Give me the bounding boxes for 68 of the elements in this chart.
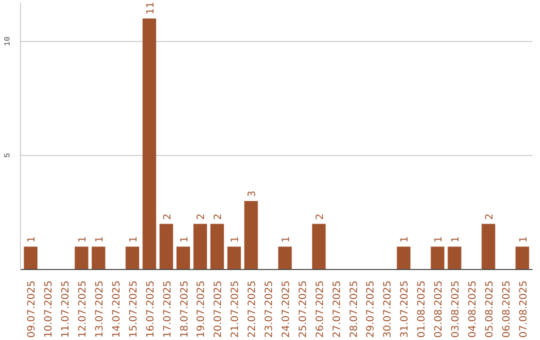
data-label: 1 bbox=[280, 236, 292, 243]
x-tick-label: 10.07.2025 bbox=[44, 280, 55, 338]
bar bbox=[516, 246, 530, 270]
bar bbox=[430, 246, 444, 270]
x-tick-label: 12.07.2025 bbox=[78, 280, 89, 338]
data-label: 1 bbox=[230, 236, 242, 243]
x-tick-label: 28.07.2025 bbox=[348, 280, 360, 338]
x-tick-label: 25.07.2025 bbox=[298, 280, 309, 338]
data-label: 1 bbox=[94, 236, 106, 243]
bar bbox=[448, 246, 462, 270]
data-label: 1 bbox=[78, 236, 89, 243]
x-tick-label: 22.07.2025 bbox=[247, 280, 258, 338]
data-label: 2 bbox=[196, 213, 208, 220]
data-label: 1 bbox=[518, 236, 530, 243]
x-tick-label: 13.07.2025 bbox=[94, 280, 106, 338]
data-label: 1 bbox=[400, 236, 411, 243]
bar bbox=[227, 246, 241, 270]
bar bbox=[210, 224, 224, 270]
y-tick-label: 10 bbox=[4, 36, 12, 46]
bar bbox=[126, 246, 140, 270]
data-label: 1 bbox=[26, 236, 38, 243]
data-label: 3 bbox=[247, 190, 258, 198]
data-label: 1 bbox=[450, 236, 462, 243]
x-tick-label: 03.08.2025 bbox=[450, 280, 462, 338]
bar bbox=[74, 246, 88, 270]
x-tick-label: 26.07.2025 bbox=[314, 280, 326, 338]
x-tick-label: 24.07.2025 bbox=[280, 280, 292, 338]
data-label: 11 bbox=[145, 2, 156, 14]
x-tick-label: 02.08.2025 bbox=[434, 280, 445, 338]
bar bbox=[160, 224, 174, 270]
x-tick-label: 30.07.2025 bbox=[382, 280, 394, 338]
bar bbox=[24, 246, 38, 270]
x-tick-label: 27.07.2025 bbox=[332, 280, 343, 338]
bar bbox=[193, 224, 207, 270]
x-tick-label: 14.07.2025 bbox=[111, 280, 122, 338]
bar bbox=[244, 201, 258, 270]
data-label: 2 bbox=[213, 213, 224, 220]
x-tick-label: 20.07.2025 bbox=[213, 280, 224, 338]
data-label: 1 bbox=[128, 236, 140, 243]
data-label: 1 bbox=[179, 236, 190, 243]
x-tick-label: 09.07.2025 bbox=[26, 280, 38, 338]
x-tick-label: 31.07.2025 bbox=[400, 280, 411, 338]
data-label: 2 bbox=[162, 213, 174, 220]
x-tick-label: 18.07.2025 bbox=[179, 280, 190, 338]
bar bbox=[142, 18, 156, 270]
bar bbox=[176, 246, 190, 270]
data-label: 1 bbox=[434, 236, 445, 243]
bar bbox=[396, 246, 410, 270]
x-tick-label: 16.07.2025 bbox=[145, 280, 156, 338]
bar bbox=[482, 224, 496, 270]
x-tick-label: 11.07.2025 bbox=[60, 280, 72, 338]
data-label: 2 bbox=[484, 213, 496, 220]
bar bbox=[278, 246, 292, 270]
x-tick-label: 21.07.2025 bbox=[230, 280, 242, 338]
x-tick-label: 06.08.2025 bbox=[501, 280, 512, 338]
data-label: 2 bbox=[314, 213, 326, 220]
x-tick-label: 01.08.2025 bbox=[416, 280, 428, 338]
x-tick-label: 04.08.2025 bbox=[467, 280, 478, 338]
y-tick-label: 5 bbox=[4, 152, 12, 158]
bar bbox=[92, 246, 106, 270]
x-tick-label: 23.07.2025 bbox=[264, 280, 276, 338]
x-tick-label: 29.07.2025 bbox=[366, 280, 377, 338]
x-tick-label: 17.07.2025 bbox=[162, 280, 174, 338]
bar bbox=[312, 224, 326, 270]
x-tick-label: 05.08.2025 bbox=[484, 280, 496, 338]
x-tick-label: 15.07.2025 bbox=[128, 280, 140, 338]
x-tick-label: 07.08.2025 bbox=[518, 280, 530, 338]
x-tick-label: 19.07.2025 bbox=[196, 280, 208, 338]
